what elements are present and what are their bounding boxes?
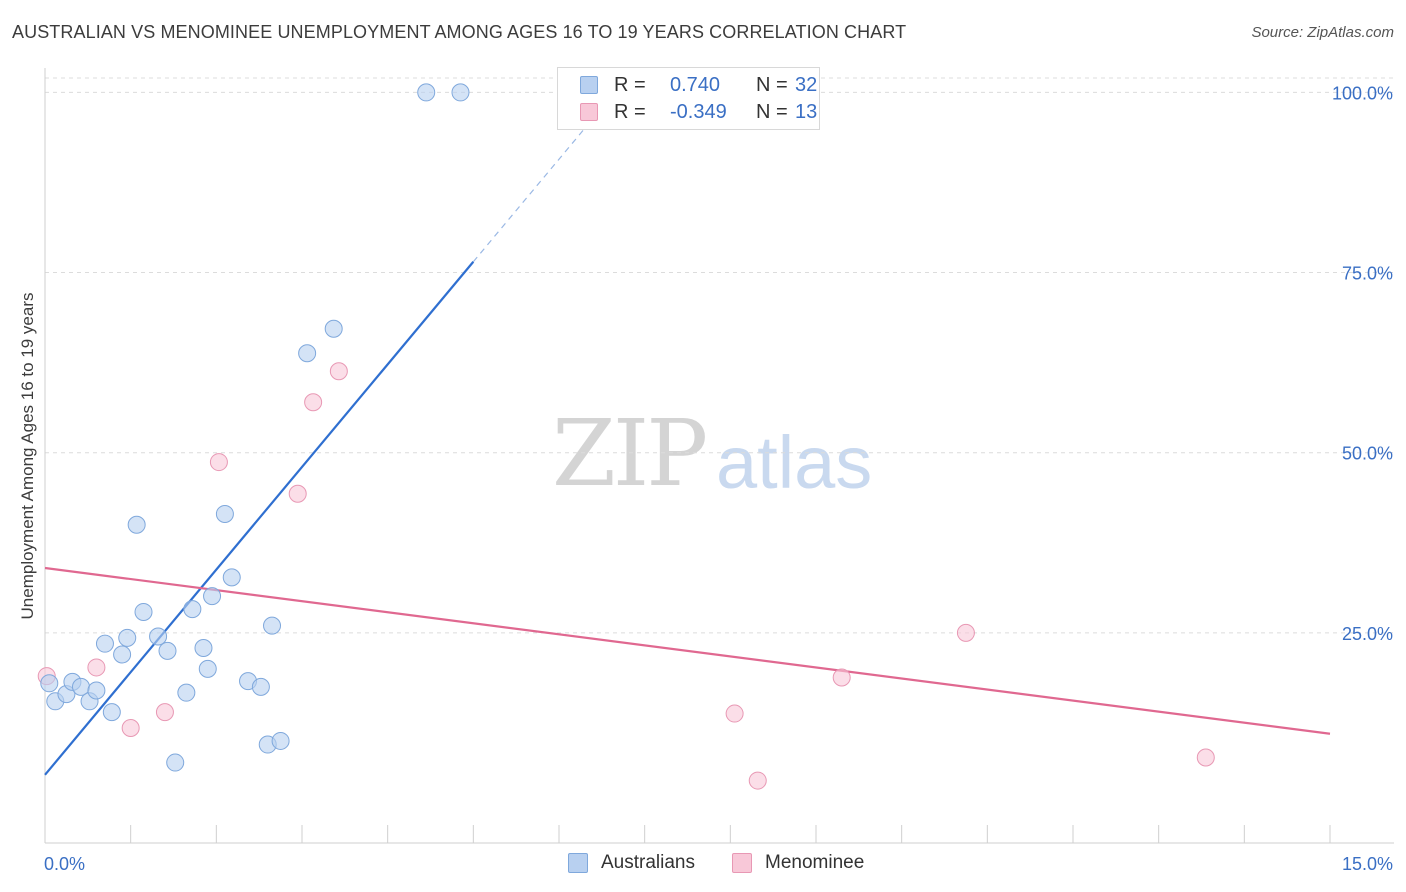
legend-r-label: R = [614, 74, 646, 96]
y-tick-label: 25.0% [1342, 624, 1393, 644]
bottom-legend-label-australians: Australians [601, 852, 695, 873]
point-australians [177, 683, 196, 702]
y-tick-label: 75.0% [1342, 264, 1393, 284]
point-australians [451, 83, 470, 102]
point-menominee [1196, 748, 1215, 767]
correlation-legend: R = 0.740 N = 32 R = -0.349 N = 13 [557, 67, 820, 130]
legend-n-value: 32 [795, 74, 818, 96]
point-australians [149, 627, 168, 646]
point-menominee [288, 484, 307, 503]
point-australians [324, 319, 343, 338]
trendline-australians-extension [472, 128, 586, 263]
point-australians [183, 600, 202, 619]
trendline-australians [44, 261, 475, 776]
bottom-legend-swatch-menominee [732, 853, 752, 873]
grid-layer [45, 77, 1394, 634]
point-australians [158, 641, 177, 660]
legend-n-value: 13 [795, 101, 818, 123]
point-australians [194, 638, 213, 657]
legend-n-label: N = [756, 101, 788, 123]
point-australians [198, 659, 217, 678]
bottom-legend-swatch-australians [568, 853, 588, 873]
point-menominee [209, 453, 228, 472]
point-australians [87, 681, 106, 700]
legend-r-value: 0.740 [670, 74, 721, 96]
point-menominee [155, 703, 174, 722]
point-australians [271, 731, 290, 750]
point-menominee [304, 393, 323, 412]
trendline-menominee [44, 566, 1331, 735]
point-australians [222, 568, 241, 587]
legend-r-value: -0.349 [670, 101, 727, 123]
x-tick-label-max: 15.0% [1342, 854, 1393, 874]
legend-r-label: R = [614, 101, 646, 123]
legend-n-label: N = [756, 74, 788, 96]
point-menominee [956, 623, 975, 642]
point-menominee [725, 704, 744, 723]
legend-swatch-menominee [580, 103, 598, 121]
point-australians [203, 587, 222, 606]
point-menominee [121, 718, 140, 737]
y-tick-label: 100.0% [1332, 83, 1393, 103]
point-australians [134, 602, 153, 621]
source-label: Source: ZipAtlas.com [1251, 24, 1394, 41]
legend-swatch-australians [580, 76, 598, 94]
watermark-atlas: atlas [716, 421, 873, 504]
point-australians [298, 344, 317, 363]
point-menominee [832, 668, 851, 687]
point-australians [118, 628, 137, 647]
point-menominee [748, 771, 767, 790]
bottom-legend-label-menominee: Menominee [765, 852, 865, 873]
point-australians [127, 515, 146, 534]
point-australians [417, 83, 436, 102]
axis-layer [44, 68, 1394, 844]
y-tick-label: 50.0% [1342, 444, 1393, 464]
point-australians [251, 677, 270, 696]
watermark-zip: ZIP [552, 400, 708, 507]
point-australians [95, 634, 114, 653]
y-axis-label: Unemployment Among Ages 16 to 19 years [18, 292, 37, 620]
point-australians [263, 616, 282, 635]
point-menominee [87, 658, 106, 677]
point-australians [102, 703, 121, 722]
trend-layer [44, 128, 1331, 776]
point-australians [113, 645, 132, 664]
point-australians [166, 753, 185, 772]
x-tick-label-min: 0.0% [44, 854, 85, 874]
tick-label-layer: 25.0% 50.0% 75.0% 100.0% 0.0% 15.0% [44, 83, 1393, 874]
chart-title: AUSTRALIAN VS MENOMINEE UNEMPLOYMENT AMO… [12, 22, 907, 42]
point-menominee [329, 362, 348, 381]
point-australians [40, 674, 59, 693]
point-australians [215, 504, 234, 523]
points-layer [37, 83, 1215, 790]
